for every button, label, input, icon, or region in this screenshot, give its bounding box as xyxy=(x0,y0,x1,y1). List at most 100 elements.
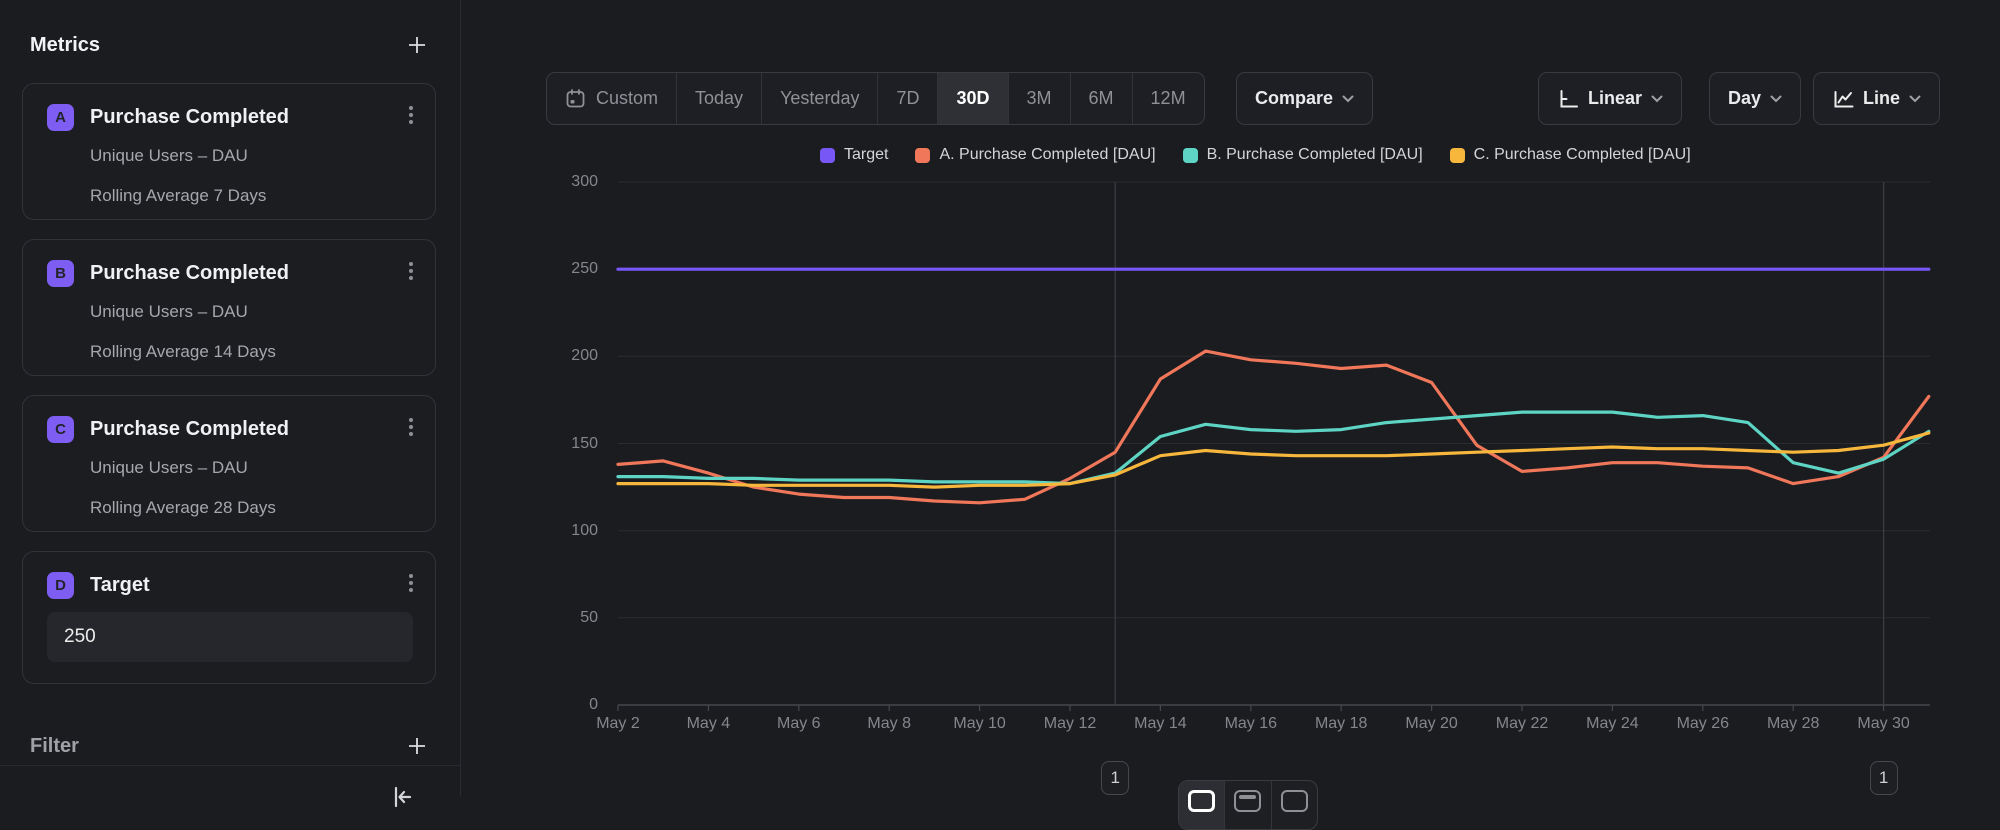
range-option-3m[interactable]: 3M xyxy=(1008,73,1070,124)
chevron-down-icon xyxy=(1342,95,1354,103)
legend-label: Target xyxy=(844,146,888,164)
chart-size-large-button[interactable] xyxy=(1179,781,1224,829)
add-metric-button[interactable] xyxy=(404,32,430,58)
metric-menu-button[interactable] xyxy=(401,104,421,131)
range-option-12m[interactable]: 12M xyxy=(1132,73,1204,124)
granularity-button[interactable]: Day xyxy=(1709,72,1801,125)
metric-title: Purchase Completed xyxy=(90,418,401,441)
sidebar-header: Metrics xyxy=(30,30,430,60)
collapse-left-icon xyxy=(388,782,416,810)
metric-letter-badge: D xyxy=(47,572,74,599)
legend-label: C. Purchase Completed [DAU] xyxy=(1474,146,1691,164)
plus-icon xyxy=(405,734,429,758)
legend-item[interactable]: B. Purchase Completed [DAU] xyxy=(1183,146,1423,164)
linear-axis-icon xyxy=(1557,88,1579,110)
range-option-label: 30D xyxy=(956,88,989,109)
x-axis-tick-label: May 2 xyxy=(572,714,664,734)
chart-plot[interactable] xyxy=(598,175,1950,720)
collapse-sidebar-button[interactable] xyxy=(388,782,416,810)
y-axis-tick-label: 0 xyxy=(520,694,598,716)
legend-label: B. Purchase Completed [DAU] xyxy=(1207,146,1423,164)
metric-card-d[interactable]: D Target 250 xyxy=(22,551,436,684)
range-option-label: Custom xyxy=(596,88,658,109)
legend-swatch xyxy=(1183,148,1198,163)
x-axis-tick-label: May 14 xyxy=(1114,714,1206,734)
filter-section-title: Filter xyxy=(30,735,79,758)
range-option-yesterday[interactable]: Yesterday xyxy=(761,73,877,124)
y-axis-tick-label: 100 xyxy=(520,520,598,542)
annotation-badge[interactable]: 1 xyxy=(1101,761,1129,795)
sidebar-divider xyxy=(0,765,460,766)
x-axis-tick-label: May 30 xyxy=(1838,714,1930,734)
legend-item[interactable]: A. Purchase Completed [DAU] xyxy=(915,146,1155,164)
range-option-today[interactable]: Today xyxy=(676,73,761,124)
series-b-purchase-completed-dau-[interactable] xyxy=(618,412,1929,484)
y-scale-label: Linear xyxy=(1588,88,1642,109)
x-axis-tick-label: May 8 xyxy=(843,714,935,734)
x-axis-tick-label: May 10 xyxy=(934,714,1026,734)
y-scale-button[interactable]: Linear xyxy=(1538,72,1682,125)
range-option-label: Today xyxy=(695,88,743,109)
metric-menu-button[interactable] xyxy=(401,260,421,287)
chart-size-control xyxy=(1178,780,1318,830)
metric-title: Target xyxy=(90,574,401,597)
metrics-section-title: Metrics xyxy=(30,34,100,57)
chevron-down-icon xyxy=(1909,95,1921,103)
chart-legend: Target A. Purchase Completed [DAU] B. Purc… xyxy=(820,145,1691,165)
legend-swatch xyxy=(1450,148,1465,163)
date-range-control: Custom Today Yesterday 7D 30D 3M 6M 12M xyxy=(546,72,1205,125)
range-option-label: Yesterday xyxy=(780,88,859,109)
y-axis-tick-label: 250 xyxy=(520,258,598,280)
metric-card-c[interactable]: C Purchase Completed Unique Users – DAU Rol… xyxy=(22,395,436,532)
metric-transform: Rolling Average 28 Days xyxy=(90,498,276,518)
range-option-6m[interactable]: 6M xyxy=(1070,73,1132,124)
metric-measure: Unique Users – DAU xyxy=(90,302,248,322)
range-option-label: 7D xyxy=(896,88,919,109)
metric-transform: Rolling Average 7 Days xyxy=(90,186,266,206)
metric-card-b[interactable]: BPurchase Completed Unique Users – DAU Rol… xyxy=(22,239,436,376)
range-option-custom[interactable]: Custom xyxy=(547,73,676,124)
annotation-badge[interactable]: 1 xyxy=(1870,761,1898,795)
calendar-icon xyxy=(565,88,586,109)
x-axis-tick-label: May 4 xyxy=(662,714,754,734)
metric-card-header: BPurchase Completed xyxy=(47,259,421,287)
add-filter-button[interactable] xyxy=(404,733,430,759)
x-axis-tick-label: May 24 xyxy=(1566,714,1658,734)
range-option-30d[interactable]: 30D xyxy=(937,73,1007,124)
compare-label: Compare xyxy=(1255,88,1333,109)
chart-type-button[interactable]: Line xyxy=(1813,72,1940,125)
legend-swatch xyxy=(915,148,930,163)
legend-item[interactable]: Target xyxy=(820,146,888,164)
range-option-label: 6M xyxy=(1089,88,1114,109)
chart-size-medium-button[interactable] xyxy=(1224,781,1270,829)
x-axis-tick-label: May 6 xyxy=(753,714,845,734)
metric-measure: Unique Users – DAU xyxy=(90,458,248,478)
metric-card-a[interactable]: APurchase CompletedUnique Users – DAURol… xyxy=(22,83,436,220)
metric-menu-button[interactable] xyxy=(401,416,421,443)
metric-letter-badge: A xyxy=(47,104,74,131)
metric-transform: Rolling Average 14 Days xyxy=(90,342,276,362)
metric-card-header: D Target xyxy=(47,571,421,599)
metric-menu-button[interactable] xyxy=(401,572,421,599)
chevron-down-icon xyxy=(1770,95,1782,103)
range-option-7d[interactable]: 7D xyxy=(877,73,937,124)
metric-letter-badge: B xyxy=(47,260,74,287)
metrics-sidebar: Metrics APurchase CompletedUnique Users … xyxy=(0,0,461,796)
x-axis-tick-label: May 18 xyxy=(1295,714,1387,734)
x-axis-tick-label: May 20 xyxy=(1386,714,1478,734)
metric-letter-badge: C xyxy=(47,416,74,443)
small-layout-icon xyxy=(1281,790,1308,812)
y-axis-tick-label: 300 xyxy=(520,171,598,193)
x-axis-tick-label: May 28 xyxy=(1747,714,1839,734)
metrics-dashboard: { "sidebar": { "title": "Metrics", "metr… xyxy=(0,0,2000,796)
x-axis-tick-label: May 12 xyxy=(1024,714,1116,734)
range-option-label: 12M xyxy=(1151,88,1186,109)
metric-card-header: C Purchase Completed xyxy=(47,415,421,443)
x-axis-tick-label: May 26 xyxy=(1657,714,1749,734)
legend-label: A. Purchase Completed [DAU] xyxy=(939,146,1155,164)
compare-button[interactable]: Compare xyxy=(1236,72,1373,125)
medium-layout-icon xyxy=(1234,790,1261,812)
legend-item[interactable]: C. Purchase Completed [DAU] xyxy=(1450,146,1691,164)
target-value-input[interactable]: 250 xyxy=(47,612,413,662)
chart-size-small-button[interactable] xyxy=(1271,781,1317,829)
